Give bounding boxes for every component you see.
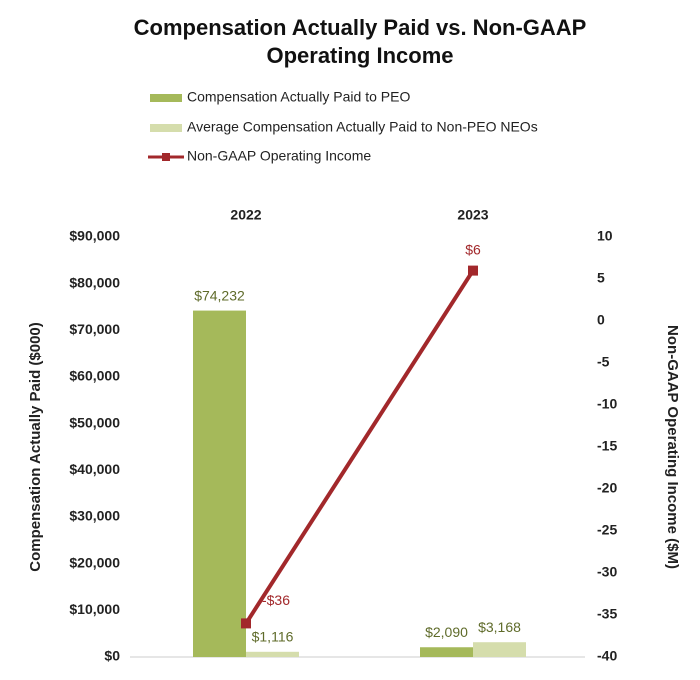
y-tick-label: $90,000: [69, 228, 120, 244]
y-tick-label: $80,000: [69, 274, 120, 290]
y2-tick-label: -15: [597, 438, 617, 454]
legend-label: Compensation Actually Paid to PEO: [187, 89, 410, 105]
y2-tick-label: -35: [597, 606, 617, 622]
bar: [473, 642, 526, 657]
y-tick-label: $10,000: [69, 601, 120, 617]
bar-value-label: $2,090: [425, 624, 468, 640]
bar-value-label: $1,116: [252, 628, 294, 644]
line-marker: [241, 618, 251, 629]
y2-tick-label: -40: [597, 648, 617, 664]
y2-tick-label: 10: [597, 228, 613, 244]
y-tick-label: $70,000: [69, 321, 120, 337]
bar-value-label: $74,232: [194, 287, 245, 303]
y-tick-label: $60,000: [69, 368, 120, 384]
y2-tick-label: -5: [597, 354, 610, 370]
line-marker: [468, 265, 478, 276]
line-value-label: $6: [465, 241, 481, 257]
y2-tick-label: -25: [597, 522, 617, 538]
bar: [420, 647, 473, 657]
bar: [246, 651, 299, 657]
y2-tick-label: 0: [597, 312, 605, 328]
legend-swatch: [150, 124, 182, 132]
y2-tick-label: -20: [597, 480, 617, 496]
y2-axis-label: Non-GAAP Operating Income ($M): [664, 325, 681, 569]
line: [244, 269, 475, 625]
line-value-label: -$36: [262, 592, 290, 608]
y-tick-label: $30,000: [69, 508, 120, 524]
x-tick-label: 2022: [230, 207, 261, 223]
y-axis-label: Compensation Actually Paid ($000): [27, 322, 44, 572]
y-tick-label: $0: [104, 648, 120, 664]
y-tick-label: $20,000: [69, 554, 120, 570]
legend-label: Non-GAAP Operating Income: [187, 148, 371, 164]
chart-title: Compensation Actually Paid vs. Non-GAAP …: [133, 15, 587, 68]
y-tick-label: $40,000: [69, 461, 120, 477]
legend-marker: [162, 153, 170, 161]
y2-tick-label: -30: [597, 564, 617, 580]
x-tick-label: 2023: [457, 207, 488, 223]
bar-value-label: $3,168: [478, 619, 521, 635]
bar: [193, 310, 246, 657]
legend-swatch: [150, 94, 182, 102]
y2-tick-label: 5: [597, 270, 605, 286]
y2-tick-label: -10: [597, 396, 617, 412]
y-tick-label: $50,000: [69, 414, 120, 430]
legend-label: Average Compensation Actually Paid to No…: [187, 119, 538, 135]
